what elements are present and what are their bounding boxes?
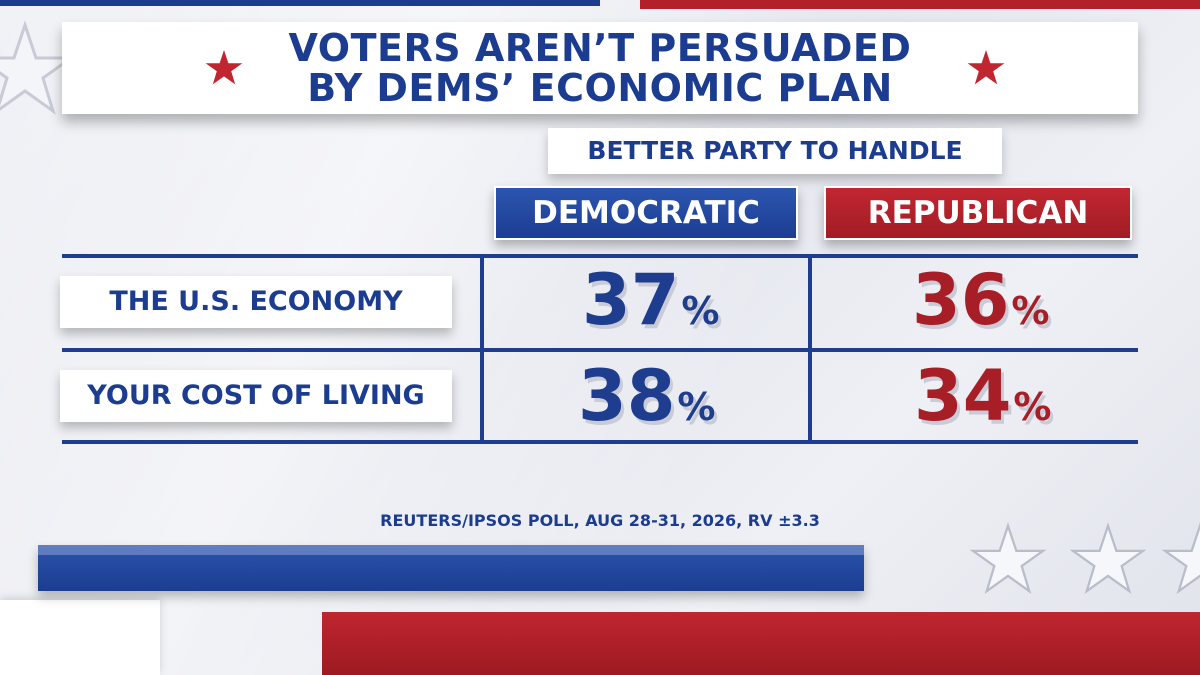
value-number: 36 xyxy=(912,259,1010,341)
star-icon xyxy=(1162,522,1200,595)
value-number: 37 xyxy=(582,259,680,341)
white-slab xyxy=(0,600,160,675)
star-icon xyxy=(205,50,243,85)
top-red-stripe xyxy=(640,0,1200,9)
star-icon xyxy=(967,50,1005,85)
value-number: 38 xyxy=(578,355,676,437)
subheading: BETTER PARTY TO HANDLE xyxy=(587,136,963,165)
grid-line-middle xyxy=(62,348,1138,352)
value-number: 34 xyxy=(914,355,1012,437)
value-dem-cost-of-living: 38% xyxy=(578,356,716,447)
grid-line-col-1 xyxy=(480,254,484,444)
star-icon xyxy=(970,522,1046,595)
value-rep-us-economy: 36% xyxy=(912,260,1050,351)
row-label-us-economy: THE U.S. ECONOMY xyxy=(109,286,403,317)
blue-bar-highlight xyxy=(38,545,864,555)
percent-sign: % xyxy=(681,289,720,333)
percent-sign: % xyxy=(1013,385,1052,429)
grid-line-bottom xyxy=(62,440,1138,444)
chart-title: VOTERS AREN’T PERSUADED BY DEMS’ ECONOMI… xyxy=(62,28,1138,108)
title-line-1: VOTERS AREN’T PERSUADED xyxy=(288,26,912,70)
subheading-panel: BETTER PARTY TO HANDLE xyxy=(548,128,1002,174)
value-dem-us-economy: 37% xyxy=(582,260,720,351)
grid-line-col-2 xyxy=(808,254,812,444)
row-label-cost-of-living: YOUR COST OF LIVING xyxy=(87,380,425,411)
results-table: THE U.S. ECONOMY YOUR COST OF LIVING 37%… xyxy=(60,254,1138,447)
percent-sign: % xyxy=(1011,289,1050,333)
column-header-democratic: DEMOCRATIC xyxy=(494,186,798,240)
top-blue-stripe xyxy=(0,0,600,6)
source-note: REUTERS/IPSOS POLL, AUG 28-31, 2026, RV … xyxy=(380,511,820,530)
column-header-republican: REPUBLICAN xyxy=(824,186,1132,240)
star-icon xyxy=(1070,522,1146,595)
percent-sign: % xyxy=(677,385,716,429)
blue-bar xyxy=(38,545,864,591)
table-row-label-panel: THE U.S. ECONOMY xyxy=(60,276,452,328)
star-icon xyxy=(0,20,76,115)
title-panel: VOTERS AREN’T PERSUADED BY DEMS’ ECONOMI… xyxy=(62,22,1138,114)
grid-line-top xyxy=(62,254,1138,258)
table-row-label-panel: YOUR COST OF LIVING xyxy=(60,370,452,422)
value-rep-cost-of-living: 34% xyxy=(914,356,1052,447)
title-line-2: BY DEMS’ ECONOMIC PLAN xyxy=(307,66,893,110)
red-bar xyxy=(322,612,1200,675)
